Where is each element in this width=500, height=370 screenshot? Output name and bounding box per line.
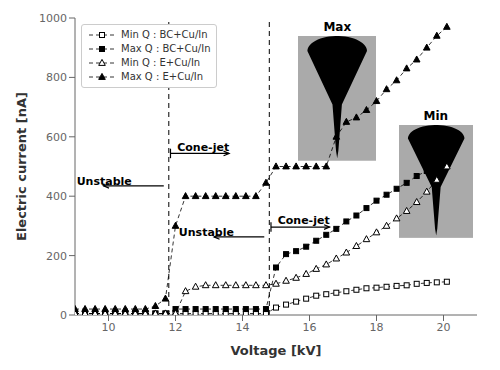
html-text:Max Q : E+Cu/In: Max Q : E+Cu/In xyxy=(121,71,204,82)
svg-text:20: 20 xyxy=(437,321,451,334)
html-text:Max Q : BC+Cu/In: Max Q : BC+Cu/In xyxy=(121,43,211,54)
svg-text:Voltage [kV]: Voltage [kV] xyxy=(231,343,322,358)
svg-text:Unstable: Unstable xyxy=(179,226,234,239)
html-text:Min: Min xyxy=(423,108,449,123)
svg-text:16: 16 xyxy=(303,321,317,334)
svg-text:200: 200 xyxy=(46,250,67,263)
svg-text:12: 12 xyxy=(169,321,183,334)
svg-text:Unstable: Unstable xyxy=(77,175,132,188)
svg-text:Cone-jet: Cone-jet xyxy=(278,214,330,227)
svg-text:1000: 1000 xyxy=(39,12,67,25)
html-text:Max: Max xyxy=(323,19,352,34)
svg-text:14: 14 xyxy=(236,321,250,334)
svg-text:10: 10 xyxy=(102,321,116,334)
svg-text:800: 800 xyxy=(46,71,67,84)
svg-text:18: 18 xyxy=(370,321,384,334)
svg-text:600: 600 xyxy=(46,131,67,144)
svg-text:Cone-jet: Cone-jet xyxy=(177,141,229,154)
html-text:Min Q : E+Cu/In: Min Q : E+Cu/In xyxy=(121,57,201,68)
svg-text:0: 0 xyxy=(60,309,67,322)
svg-text:400: 400 xyxy=(46,190,67,203)
svg-text:Electric current [nA]: Electric current [nA] xyxy=(14,92,29,241)
html-text:Min Q : BC+Cu/In: Min Q : BC+Cu/In xyxy=(121,29,208,40)
